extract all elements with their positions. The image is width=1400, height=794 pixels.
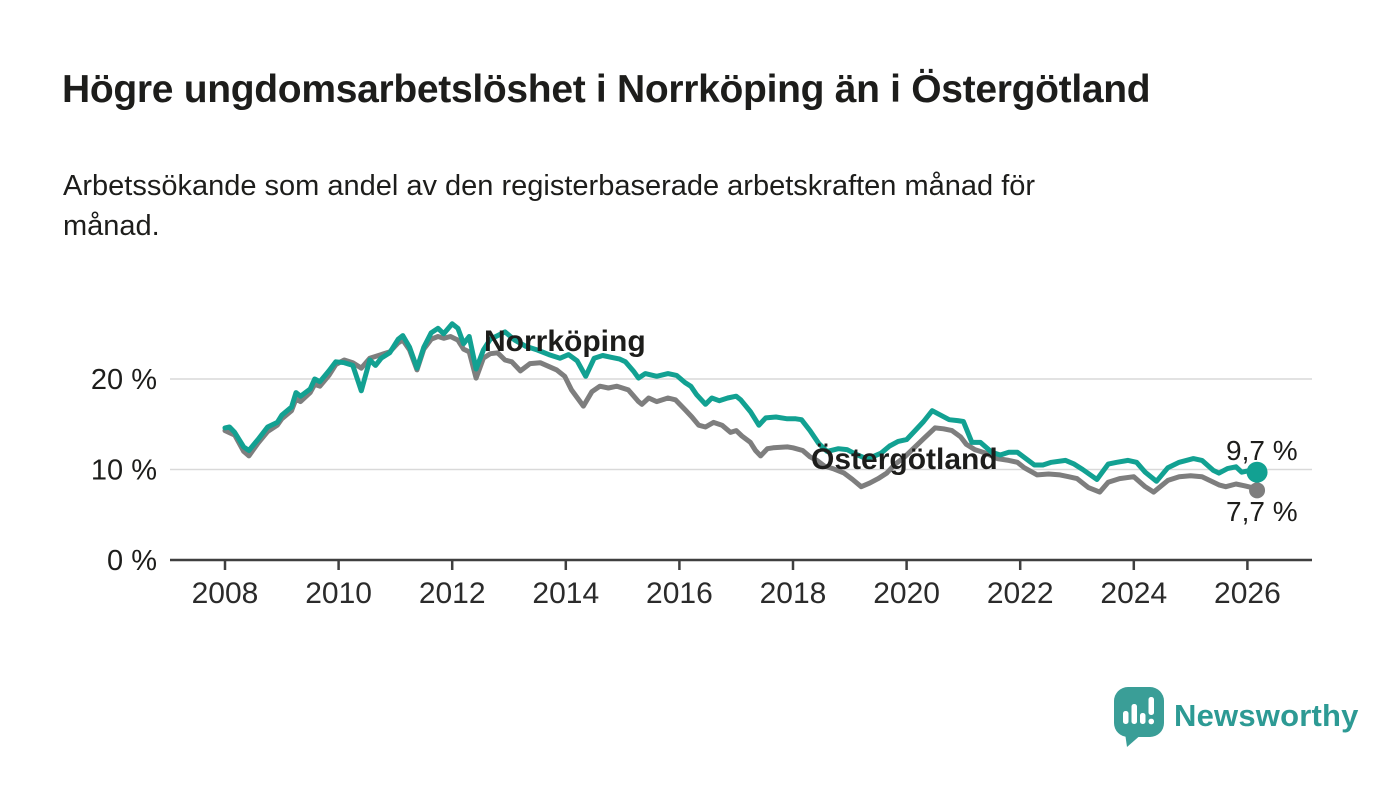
newsworthy-wordmark: Newsworthy	[1174, 698, 1359, 733]
y-tick-label-10: 10 %	[91, 455, 157, 487]
x-tick-label-2016: 2016	[646, 577, 713, 610]
x-tick-label-2022: 2022	[987, 577, 1054, 610]
series-label-norrkoping: Norrköping	[484, 325, 646, 358]
newsworthy-branding: Newsworthy	[1112, 685, 1359, 747]
series-label-ostergotland: Östergötland	[811, 443, 998, 476]
x-tick-label-2024: 2024	[1100, 577, 1167, 610]
newsworthy-logo-icon	[1114, 687, 1164, 747]
end-value-label-ostergotland: 7,7 %	[1226, 496, 1298, 527]
subtitle-line-1: Arbetssökande som andel av den registerb…	[63, 170, 1036, 202]
chart-subtitle: Arbetssökande som andel av den registerb…	[63, 166, 1313, 246]
x-tick-label-2012: 2012	[419, 577, 486, 610]
norrkoping-line	[222, 321, 1260, 484]
x-tick-label-2026: 2026	[1214, 577, 1281, 610]
x-tick-label-2018: 2018	[760, 577, 827, 610]
x-tick-label-2008: 2008	[192, 577, 259, 610]
x-tick-label-2020: 2020	[873, 577, 940, 610]
subtitle-line-2: månad.	[63, 210, 160, 243]
x-tick-label-2014: 2014	[532, 577, 599, 610]
y-tick-label-0: 0 %	[107, 545, 157, 577]
ostergotland-line	[222, 334, 1260, 495]
x-tick-label-2010: 2010	[305, 577, 372, 610]
end-value-label-norrkoping: 9,7 %	[1226, 435, 1298, 466]
page-title: Högre ungdomsarbetslöshet i Norrköping ä…	[62, 68, 1151, 111]
y-tick-label-20: 20 %	[91, 364, 157, 396]
